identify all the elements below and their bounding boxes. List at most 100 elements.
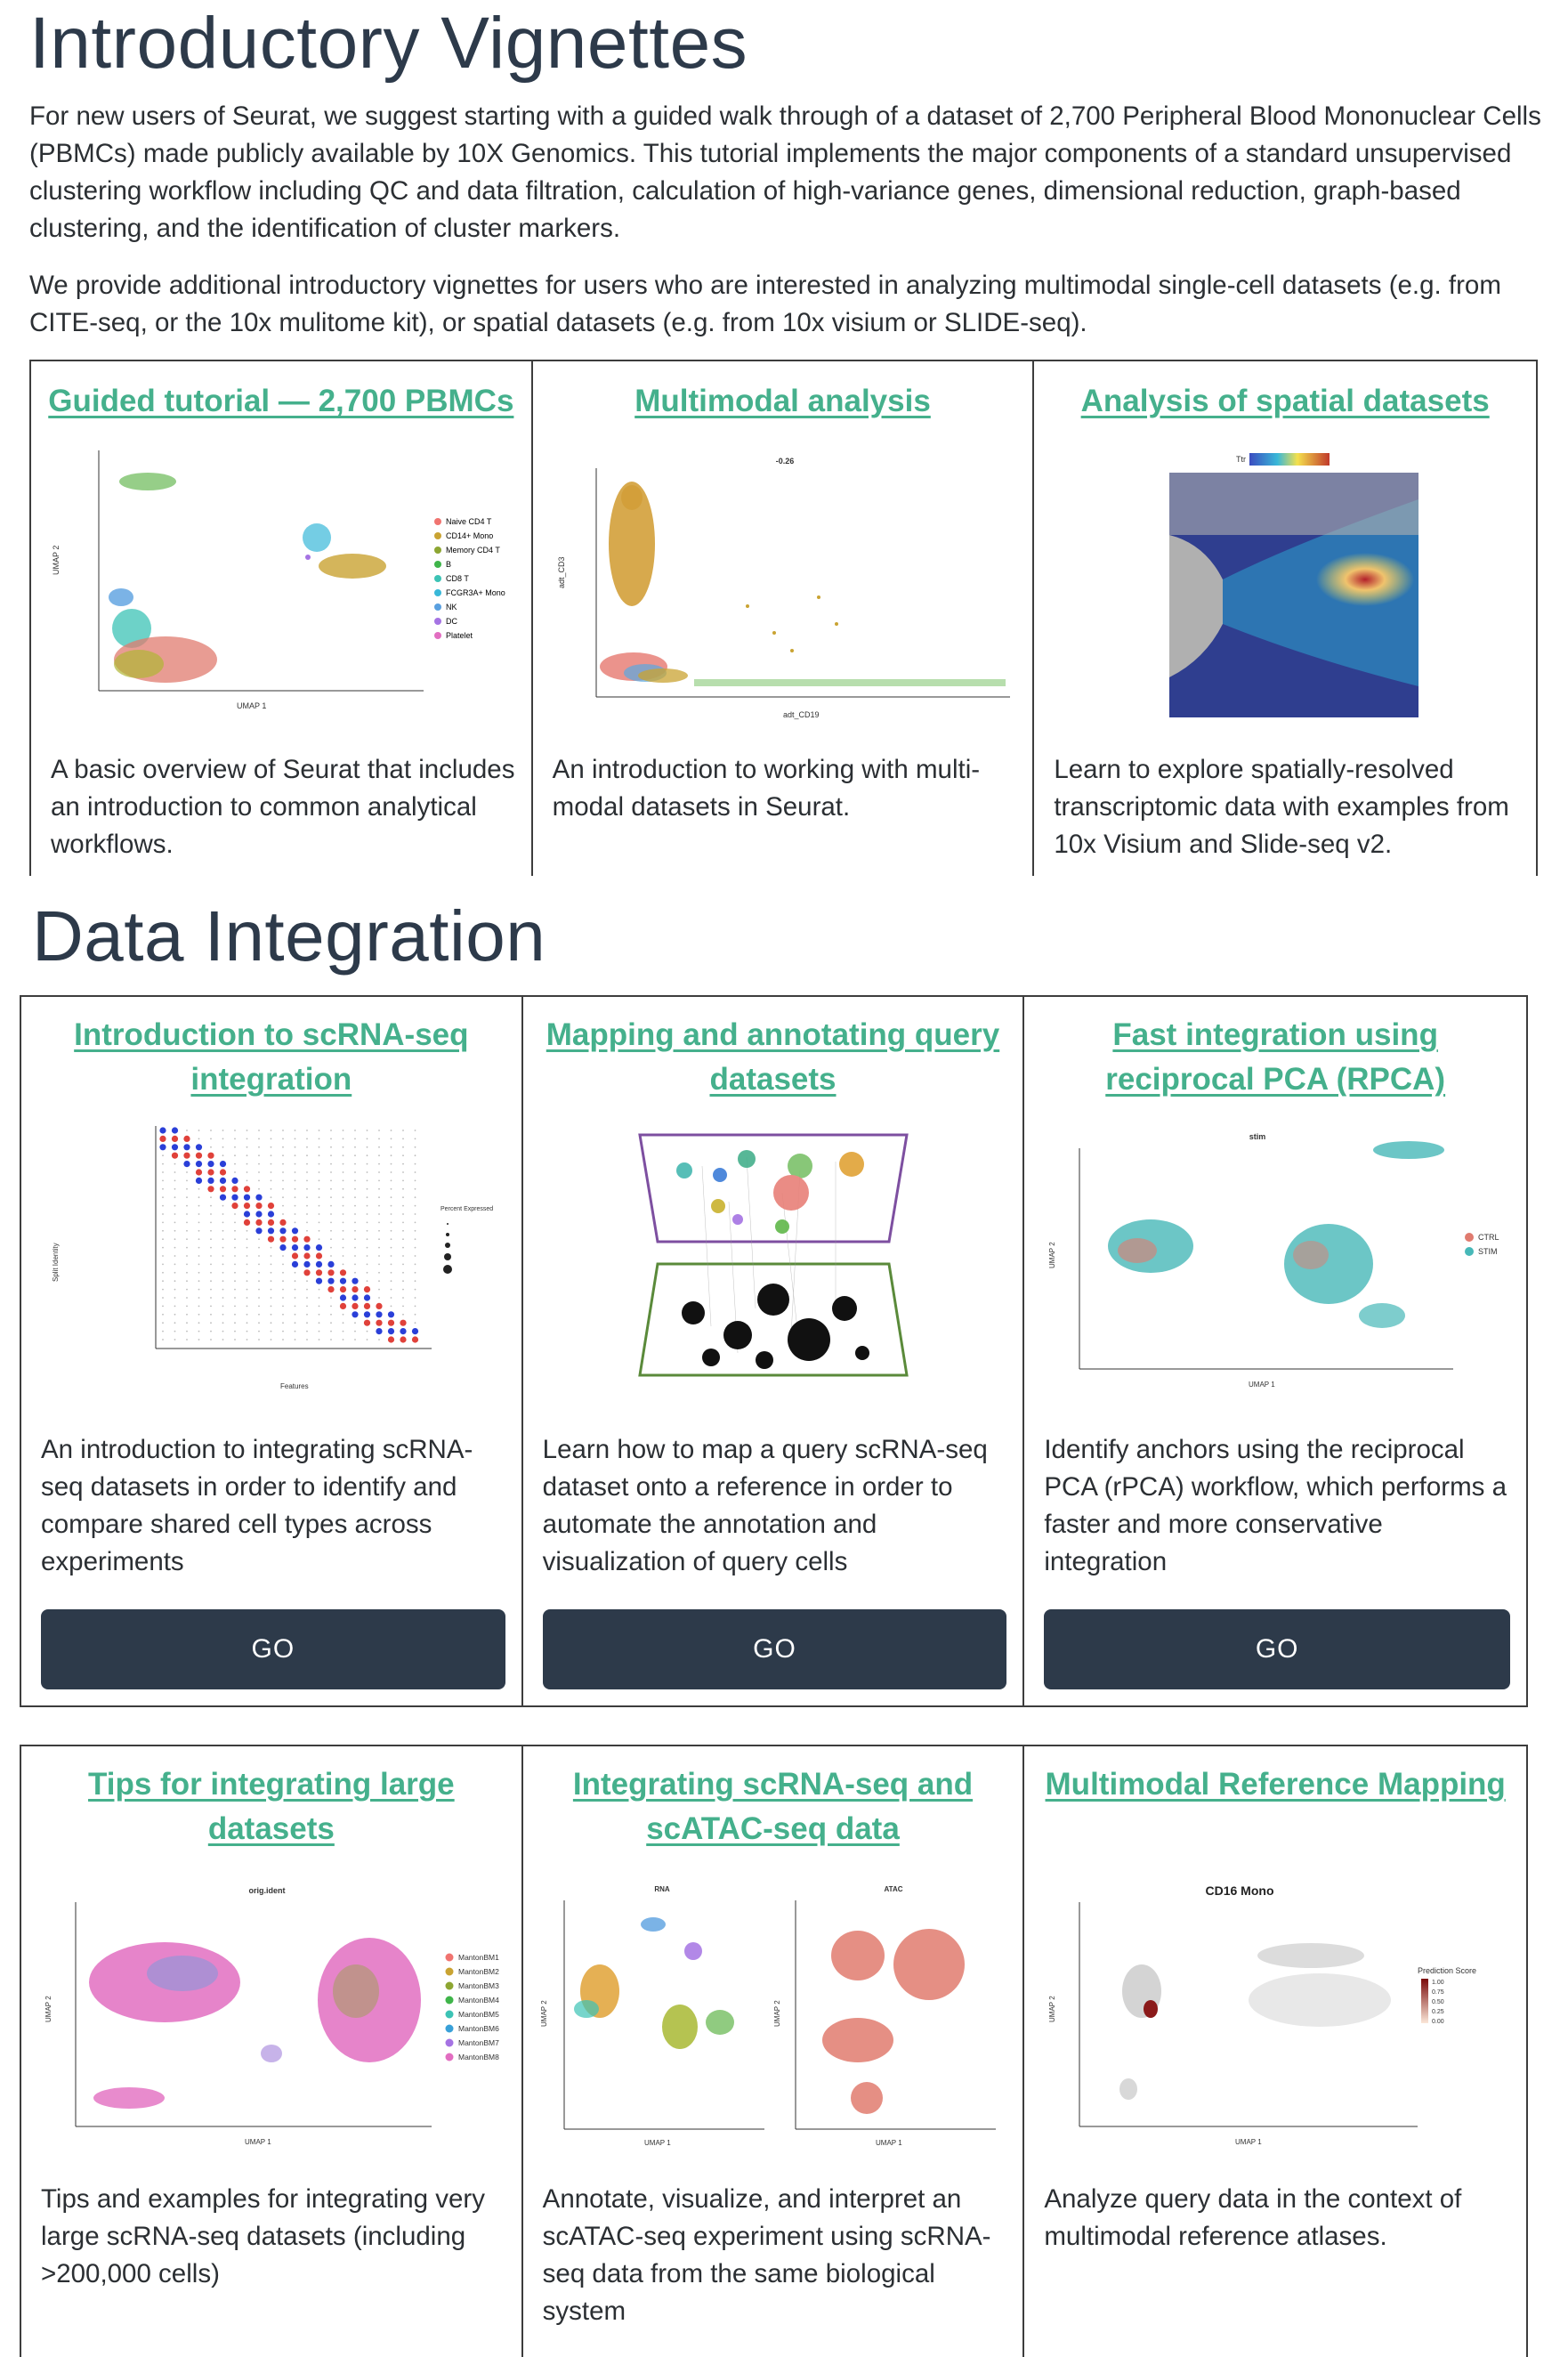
dotplot-dot	[243, 1219, 250, 1226]
dotplot-dot	[185, 1221, 188, 1224]
card-title-link[interactable]: Multimodal analysis	[634, 384, 931, 418]
dotplot-dot	[209, 1330, 212, 1332]
dotplot-dot	[222, 1246, 224, 1249]
dotplot-dot	[233, 1238, 236, 1241]
dotplot-dot	[390, 1146, 392, 1148]
dotplot-dot	[366, 1204, 368, 1207]
plot-title: CD16 Mono	[1206, 1883, 1274, 1898]
dotplot-dot	[198, 1196, 200, 1199]
dotplot-dot	[305, 1154, 308, 1157]
dotplot-dot	[390, 1229, 392, 1232]
dotplot-dot	[401, 1229, 404, 1232]
card-title-link[interactable]: Integrating scRNA-seq and scATAC-seq dat…	[572, 1767, 974, 1846]
dotplot-dot	[174, 1305, 176, 1308]
dotplot-dot	[270, 1255, 272, 1257]
card-title-link[interactable]: Tips for integrating large datasets	[88, 1767, 455, 1846]
dotplot-dot	[390, 1162, 392, 1165]
axis-y-label: UMAP 2	[1048, 1242, 1056, 1268]
dotplot-dot	[246, 1171, 248, 1173]
dotplot-dot	[207, 1186, 214, 1193]
dotplot-dot	[257, 1138, 260, 1140]
dotplot-dot	[414, 1196, 416, 1199]
dotplot-dot	[209, 1339, 212, 1340]
card-title-link[interactable]: Mapping and annotating query datasets	[546, 1017, 1000, 1097]
card-description: Analyze query data in the context of mul…	[1044, 2184, 1462, 2251]
rna-atac-umap-image: RNA ATAC UMAP 2 UMAP 2 UMAP 1 UMAP 1	[523, 1875, 1023, 2151]
dotplot-dot	[195, 1144, 202, 1151]
dotplot-dot	[159, 1144, 166, 1151]
dotplot-dot	[318, 1154, 320, 1157]
dotplot-dot	[185, 1271, 188, 1274]
dotplot-dot	[174, 1179, 176, 1182]
dotplot-dot	[294, 1204, 296, 1207]
dotplot-dot	[414, 1187, 416, 1190]
dotplot-dot	[246, 1255, 248, 1257]
dotplot-dot	[329, 1238, 332, 1241]
dotplot-dot	[291, 1260, 298, 1268]
dotplot-dot	[222, 1213, 224, 1215]
card-title-link[interactable]: Multimodal Reference Mapping	[1045, 1767, 1506, 1802]
dotplot-dot	[366, 1330, 368, 1332]
dotplot-dot	[366, 1196, 368, 1199]
dotplot-dot	[294, 1179, 296, 1182]
dotplot-dot	[185, 1322, 188, 1324]
axis-x-label: UMAP 1	[237, 701, 266, 710]
dotplot-dot	[195, 1177, 202, 1184]
dotplot-dot	[342, 1162, 344, 1165]
dotplot-dot	[270, 1179, 272, 1182]
dotplot-dot	[281, 1271, 284, 1274]
intro-paragraph-2: We provide additional introductory vigne…	[29, 271, 1501, 337]
card-spatial-analysis: Analysis of spatial datasets Ttr	[1034, 361, 1536, 876]
dotplot-dot	[366, 1263, 368, 1266]
dotplot-dot	[376, 1328, 383, 1335]
dotplot-dot	[401, 1130, 404, 1131]
dotplot-dot	[281, 1288, 284, 1291]
go-button[interactable]: GO	[542, 1609, 1007, 1689]
panel-title: RNA	[654, 1885, 670, 1893]
dotplot-dot	[246, 1154, 248, 1157]
dotplot-dot	[257, 1146, 260, 1148]
dotplot-dot	[174, 1162, 176, 1165]
axis-x-label: UMAP 1	[245, 2138, 271, 2146]
card-title-link[interactable]: Fast integration using reciprocal PCA (R…	[1105, 1017, 1446, 1097]
dotplot-dot	[294, 1130, 296, 1131]
dotplot-dot	[171, 1152, 178, 1159]
dotplot-dot	[318, 1187, 320, 1190]
dotplot-dot	[400, 1328, 407, 1335]
dotplot-dot	[376, 1302, 383, 1309]
dotplot-dot	[342, 1313, 344, 1316]
card-description: Annotate, visualize, and interpret an sc…	[542, 2184, 991, 2326]
go-button[interactable]: GO	[1044, 1609, 1510, 1689]
dotplot-dot	[353, 1187, 356, 1190]
dotplot-dot	[161, 1171, 164, 1173]
dotplot-dot	[401, 1288, 404, 1291]
dotplot-dot	[222, 1138, 224, 1140]
dotplot-dot	[257, 1280, 260, 1283]
legend-label: MantonBM7	[458, 2038, 499, 2047]
dotplot-dot	[257, 1339, 260, 1340]
dotplot-dot	[342, 1179, 344, 1182]
dotplot-dot	[222, 1263, 224, 1266]
dotplot-dot	[318, 1238, 320, 1241]
dotplot-dot	[401, 1146, 404, 1148]
dotplot-dot	[327, 1277, 335, 1284]
dotplot-dot	[222, 1339, 224, 1340]
dotplot-dot	[352, 1294, 359, 1301]
dotplot-dot	[294, 1146, 296, 1148]
dotplot-dot	[233, 1271, 236, 1274]
dotplot-dot	[246, 1288, 248, 1291]
dotplot-dot	[401, 1179, 404, 1182]
dotplot-dot	[281, 1196, 284, 1199]
dotplot-dot	[185, 1263, 188, 1266]
dotplot-dot	[233, 1297, 236, 1299]
dotplot-dot	[233, 1162, 236, 1165]
card-title-link[interactable]: Introduction to scRNA-seq integration	[74, 1017, 469, 1097]
dotplot-dot	[342, 1229, 344, 1232]
card-title-link[interactable]: Analysis of spatial datasets	[1080, 384, 1490, 418]
card-title-link[interactable]: Guided tutorial — 2,700 PBMCs	[48, 384, 514, 418]
dotplot-dot	[185, 1204, 188, 1207]
go-button[interactable]: GO	[41, 1609, 505, 1689]
dotplot-dot	[318, 1313, 320, 1316]
dotplot-dot	[207, 1177, 214, 1184]
dotplot-dot	[342, 1221, 344, 1224]
